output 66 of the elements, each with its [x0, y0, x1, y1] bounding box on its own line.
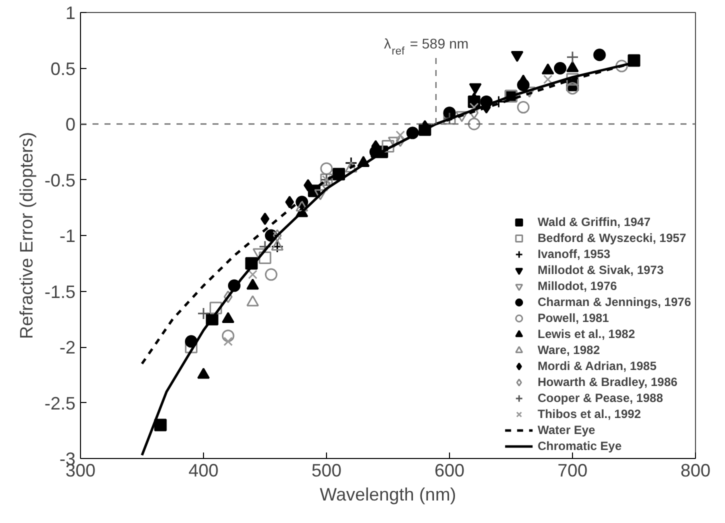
- legend-label: Thibos et al., 1992: [538, 406, 641, 422]
- legend-label: Chromatic Eye: [538, 438, 622, 454]
- legend-label: Mordi & Adrian, 1985: [538, 358, 657, 374]
- x-tick-label: 600: [434, 460, 465, 480]
- point: [224, 290, 233, 304]
- point: [246, 278, 259, 290]
- point: [396, 134, 405, 147]
- legend-label: Wald & Griffin, 1947: [538, 214, 651, 230]
- y-axis-title: Refractive Error (diopters): [16, 132, 36, 340]
- point: [554, 62, 566, 74]
- y-tick-label: 0: [65, 114, 76, 134]
- point: [154, 418, 167, 432]
- legend-label: Charman & Jennings, 1976: [538, 294, 691, 310]
- x-tick-label: 700: [557, 460, 588, 480]
- point: [566, 50, 579, 64]
- point: [492, 95, 505, 108]
- point: [223, 336, 233, 346]
- point: [285, 196, 294, 208]
- point: [246, 295, 259, 306]
- point: [258, 240, 272, 253]
- point: [382, 140, 394, 153]
- y-tick-label: -1: [59, 226, 76, 246]
- legend-label: Lewis et al., 1982: [538, 326, 635, 342]
- y-tick-label: -2.5: [44, 393, 76, 414]
- legend-label: Water Eye: [538, 422, 596, 438]
- legend-label: Howarth & Bradley, 1986: [538, 374, 678, 390]
- x-tick-label: 400: [188, 460, 219, 480]
- point: [222, 330, 234, 342]
- point: [510, 50, 524, 62]
- x-tick-label: 500: [311, 460, 342, 480]
- point: [566, 73, 579, 86]
- point: [628, 54, 640, 67]
- y-tick-label: 1: [65, 3, 76, 23]
- y-tick-label: -1.5: [44, 282, 76, 302]
- point: [320, 162, 333, 175]
- point: [469, 102, 479, 112]
- point: [615, 60, 628, 72]
- point: [517, 101, 530, 114]
- legend-label: Cooper & Pease, 1988: [538, 390, 664, 406]
- legend-label: Powell, 1981: [538, 310, 609, 326]
- legend-label: Bedford & Wyszecki, 1957: [538, 230, 686, 246]
- point: [184, 340, 198, 354]
- point: [468, 118, 480, 130]
- legend-label: Millodot & Sivak, 1973: [538, 262, 664, 278]
- y-tick-label: -2: [59, 338, 76, 358]
- point: [543, 74, 553, 84]
- point: [264, 268, 278, 281]
- y-tick-label: 0.5: [50, 58, 76, 79]
- point: [222, 312, 234, 324]
- point: [396, 130, 405, 140]
- point: [210, 302, 222, 314]
- point: [258, 252, 272, 264]
- point: [344, 162, 358, 173]
- point: [197, 307, 210, 320]
- y-tick-label: -0.5: [44, 170, 76, 190]
- point: [593, 48, 606, 62]
- legend-label: Ware, 1982: [538, 342, 600, 358]
- x-tick-label: 800: [680, 460, 711, 480]
- point: [197, 368, 210, 379]
- x-axis-title: Wavelength (nm): [320, 484, 456, 504]
- point: [517, 74, 530, 86]
- point: [296, 200, 308, 212]
- point: [248, 270, 258, 280]
- legend-label: Ivanoff, 1953: [538, 246, 610, 262]
- point: [566, 82, 579, 95]
- legend-label: Millodot, 1976: [538, 278, 617, 294]
